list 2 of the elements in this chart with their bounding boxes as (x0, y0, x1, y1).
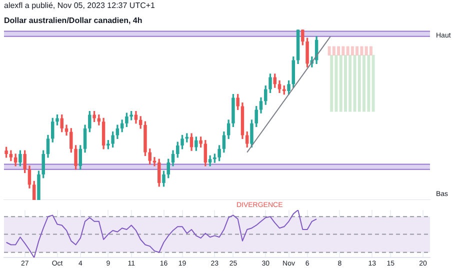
chart-title: Dollar australien/Dollar canadien, 4h (4, 16, 142, 26)
text: alexfl a publié, Nov 05, 2023 12:37 UTC+1 (3, 0, 156, 12)
